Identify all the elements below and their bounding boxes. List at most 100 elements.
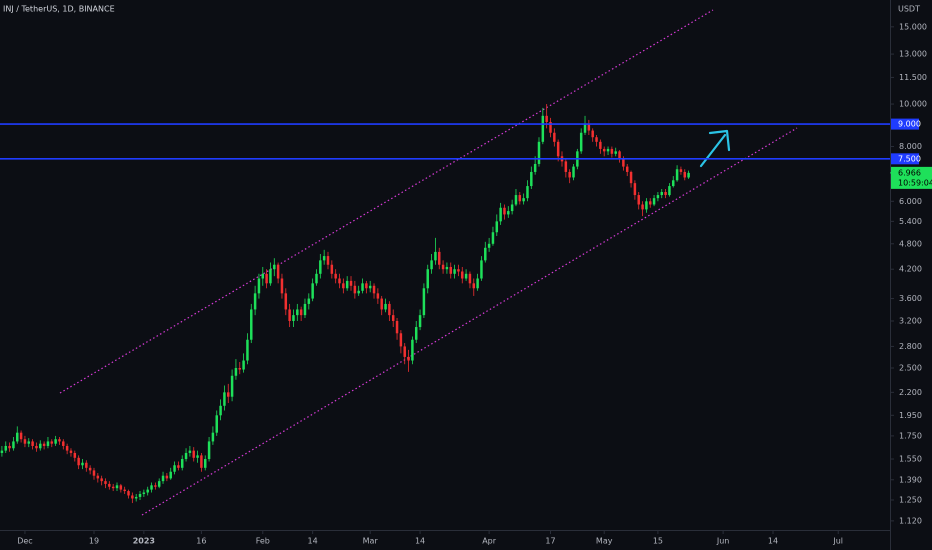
- x-tick-label: Dec: [17, 537, 32, 546]
- candle-body: [35, 445, 38, 449]
- level-label: 9.000: [898, 120, 921, 129]
- candle-body: [461, 271, 464, 279]
- candle-body: [54, 439, 57, 444]
- candle-body: [342, 283, 345, 289]
- candle-body: [115, 485, 119, 489]
- candle-body: [637, 195, 640, 205]
- candle-body: [365, 283, 368, 289]
- candle-body: [338, 278, 341, 284]
- candle-body: [368, 285, 372, 289]
- candle-body: [77, 457, 80, 466]
- candle-body: [46, 441, 50, 446]
- candle-body: [230, 375, 234, 397]
- candle-body: [292, 315, 295, 321]
- candle-body: [334, 273, 337, 279]
- candle-body: [146, 489, 149, 493]
- x-tick-label: 19: [89, 537, 99, 546]
- candle-body: [276, 264, 280, 279]
- candle-body: [503, 207, 506, 215]
- candle-body: [134, 496, 138, 499]
- y-tick-label: 10.000: [899, 100, 927, 109]
- y-tick-label: 2.200: [899, 388, 922, 397]
- candle-body: [119, 485, 123, 490]
- candle-body: [614, 151, 617, 154]
- candle-body: [418, 315, 422, 328]
- axis-unit: USDT: [898, 5, 920, 14]
- candle-body: [192, 450, 195, 458]
- candle-body: [625, 166, 629, 172]
- last-price-bg: [891, 166, 932, 189]
- candle-body: [242, 360, 245, 370]
- candle-body: [526, 186, 529, 199]
- candle-body: [161, 475, 165, 482]
- last-price-label: 6.966: [898, 168, 921, 177]
- candle-body: [23, 439, 27, 444]
- candle-body: [487, 243, 491, 248]
- candle-body: [683, 171, 687, 178]
- candle-body: [541, 115, 545, 142]
- candle-body: [85, 462, 88, 468]
- candle-body: [587, 124, 591, 131]
- candle-body: [58, 439, 61, 442]
- candle-body: [468, 273, 472, 284]
- candle-body: [372, 285, 376, 294]
- candle-body: [4, 445, 8, 451]
- candle-body: [652, 198, 656, 205]
- candle-body: [641, 204, 644, 210]
- candle-body: [388, 303, 391, 316]
- candle-body: [138, 493, 142, 497]
- candle-body: [200, 455, 203, 468]
- candle-body: [108, 483, 111, 487]
- candle-body: [299, 309, 303, 316]
- candle-body: [184, 452, 188, 460]
- candle-body: [238, 367, 242, 370]
- x-tick-label: Mar: [363, 537, 379, 546]
- candle-body: [315, 273, 318, 284]
- candle-body: [280, 278, 284, 294]
- candle-body: [599, 141, 602, 149]
- candle-body: [618, 151, 621, 159]
- candle-body: [311, 283, 314, 299]
- candle-body: [437, 251, 441, 265]
- candle-body: [73, 452, 77, 458]
- candle-body: [319, 260, 322, 274]
- candle-body: [211, 432, 215, 442]
- candle-body: [422, 288, 426, 316]
- x-tick-label: 17: [545, 537, 555, 546]
- x-tick-label: 16: [196, 537, 206, 546]
- candle-body: [65, 445, 69, 451]
- candle-body: [499, 207, 502, 222]
- candle-body: [261, 273, 265, 279]
- candle-body: [411, 339, 414, 361]
- y-tick-label: 13.000: [899, 50, 927, 59]
- channel-lower: [141, 127, 798, 516]
- x-tick-label: Apr: [482, 537, 497, 546]
- candle-body: [0, 450, 4, 453]
- candle-body: [668, 186, 671, 196]
- candle-body: [203, 459, 207, 468]
- candle-body: [553, 132, 556, 142]
- candle-body: [537, 141, 541, 164]
- candle-body: [480, 260, 483, 279]
- candle-body: [88, 467, 92, 471]
- candle-body: [672, 180, 675, 187]
- y-tick-label: 4.800: [899, 239, 922, 248]
- candle-body: [345, 280, 349, 289]
- candle-body: [514, 195, 518, 205]
- candle-body: [69, 450, 73, 453]
- candle-body: [568, 171, 571, 178]
- candle-body: [154, 485, 157, 487]
- candle-body: [403, 346, 406, 357]
- candle-body: [177, 465, 180, 468]
- candle-body: [545, 115, 548, 122]
- candle-body: [27, 441, 31, 444]
- candle-body: [100, 478, 103, 482]
- chart-title: INJ / TetherUS, 1D, BINANCE: [3, 5, 115, 14]
- y-tick-label: 3.600: [899, 294, 922, 303]
- candle-body: [491, 232, 495, 244]
- x-tick-label: 15: [653, 537, 663, 546]
- candle-body: [265, 273, 268, 284]
- x-tick-label: Jun: [716, 537, 730, 546]
- candle-body: [518, 195, 522, 202]
